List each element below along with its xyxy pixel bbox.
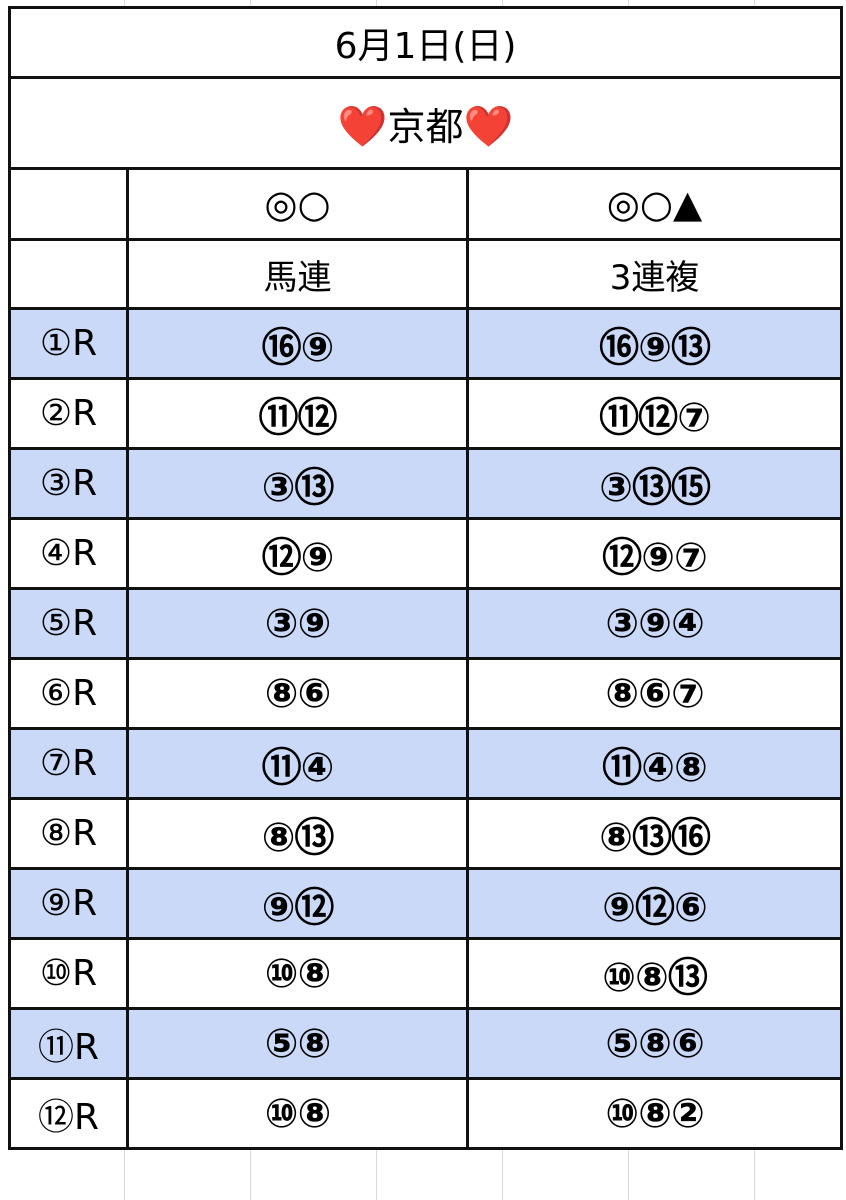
sanrenpuku-pick-cell[interactable]: ⑧⑥⑦ — [465, 657, 844, 730]
race-row: ⑪R ⑤⑧ ⑤⑧⑥ — [8, 1007, 844, 1080]
heart-icon: ❤️ — [463, 103, 514, 150]
race-row: ⑧R ⑧⑬ ⑧⑬⑯ — [8, 797, 844, 870]
venue-row: ❤️京都❤️ — [7, 76, 844, 170]
race-number-cell[interactable]: ⑩R — [8, 937, 129, 1010]
venue-label: 京都 — [387, 104, 464, 149]
race-number-cell[interactable]: ⑫R — [8, 1077, 129, 1150]
venue-cell[interactable]: ❤️京都❤️ — [7, 76, 844, 170]
heart-icon: ❤️ — [337, 103, 388, 150]
race-number-cell[interactable]: ②R — [8, 377, 129, 450]
umaren-pick-cell[interactable]: ⑧⑬ — [126, 797, 469, 870]
race-row: ⑫R ⑩⑧ ⑩⑧② — [8, 1077, 844, 1150]
race-row: ⑥R ⑧⑥ ⑧⑥⑦ — [8, 657, 844, 730]
sanrenpuku-pick-cell[interactable]: ③⑨④ — [465, 587, 844, 660]
race-number-cell[interactable]: ⑤R — [8, 587, 129, 660]
bet-umaren-cell[interactable]: 馬連 — [126, 238, 469, 310]
race-row: ③R ③⑬ ③⑬⑮ — [8, 447, 844, 520]
umaren-pick-cell[interactable]: ⑤⑧ — [126, 1007, 469, 1080]
umaren-pick-cell[interactable]: ⑪⑫ — [126, 377, 469, 450]
empty-cell[interactable] — [8, 167, 129, 241]
sanrenpuku-pick-cell[interactable]: ⑩⑧② — [465, 1077, 844, 1150]
race-row: ⑦R ⑪④ ⑪④⑧ — [8, 727, 844, 800]
umaren-pick-cell[interactable]: ⑪④ — [126, 727, 469, 800]
race-number-cell[interactable]: ③R — [8, 447, 129, 520]
race-row: ②R ⑪⑫ ⑪⑫⑦ — [8, 377, 844, 450]
bet-type-row: 馬連 3連複 — [8, 238, 844, 310]
race-number-cell[interactable]: ⑧R — [8, 797, 129, 870]
race-number-cell[interactable]: ④R — [8, 517, 129, 590]
race-number-cell[interactable]: ⑦R — [8, 727, 129, 800]
umaren-pick-cell[interactable]: ⑨⑫ — [126, 867, 469, 940]
umaren-pick-cell[interactable]: ③⑨ — [126, 587, 469, 660]
race-row: ⑨R ⑨⑫ ⑨⑫⑥ — [8, 867, 844, 940]
umaren-pick-cell[interactable]: ⑩⑧ — [126, 937, 469, 1010]
race-number-cell[interactable]: ⑪R — [8, 1007, 129, 1080]
sanrenpuku-pick-cell[interactable]: ⑪④⑧ — [465, 727, 844, 800]
umaren-pick-cell[interactable]: ⑩⑧ — [126, 1077, 469, 1150]
marks-sanrenpuku-cell[interactable]: ◎○▲ — [465, 167, 844, 241]
sanrenpuku-pick-cell[interactable]: ⑩⑧⑬ — [465, 937, 844, 1010]
race-row: ①R ⑯⑨ ⑯⑨⑬ — [8, 307, 844, 380]
race-number-cell[interactable]: ⑨R — [8, 867, 129, 940]
race-row: ⑩R ⑩⑧ ⑩⑧⑬ — [8, 937, 844, 1010]
sanrenpuku-pick-cell[interactable]: ⑯⑨⑬ — [465, 307, 844, 380]
sanrenpuku-pick-cell[interactable]: ⑧⑬⑯ — [465, 797, 844, 870]
sanrenpuku-pick-cell[interactable]: ③⑬⑮ — [465, 447, 844, 520]
empty-cell[interactable] — [8, 238, 129, 310]
race-number-cell[interactable]: ①R — [8, 307, 129, 380]
umaren-pick-cell[interactable]: ⑫⑨ — [126, 517, 469, 590]
sanrenpuku-pick-cell[interactable]: ⑤⑧⑥ — [465, 1007, 844, 1080]
race-row: ⑤R ③⑨ ③⑨④ — [8, 587, 844, 660]
umaren-pick-cell[interactable]: ⑯⑨ — [126, 307, 469, 380]
umaren-pick-cell[interactable]: ⑧⑥ — [126, 657, 469, 730]
bet-sanrenpuku-cell[interactable]: 3連複 — [465, 238, 844, 310]
race-number-cell[interactable]: ⑥R — [8, 657, 129, 730]
sanrenpuku-pick-cell[interactable]: ⑨⑫⑥ — [465, 867, 844, 940]
sanrenpuku-pick-cell[interactable]: ⑫⑨⑦ — [465, 517, 844, 590]
marks-umaren-cell[interactable]: ◎○ — [126, 167, 469, 241]
race-row: ④R ⑫⑨ ⑫⑨⑦ — [8, 517, 844, 590]
date-cell[interactable]: 6月1日(日) — [7, 6, 844, 79]
umaren-pick-cell[interactable]: ③⑬ — [126, 447, 469, 520]
sanrenpuku-pick-cell[interactable]: ⑪⑫⑦ — [465, 377, 844, 450]
marks-row: ◎○ ◎○▲ — [8, 167, 844, 241]
prediction-table: 6月1日(日) ❤️京都❤️ ◎○ ◎○▲ 馬連 3連複 ①R ⑯⑨ ⑯⑨⑬ ②R ⑪⑫… — [7, 6, 844, 1150]
date-row: 6月1日(日) — [7, 6, 844, 79]
